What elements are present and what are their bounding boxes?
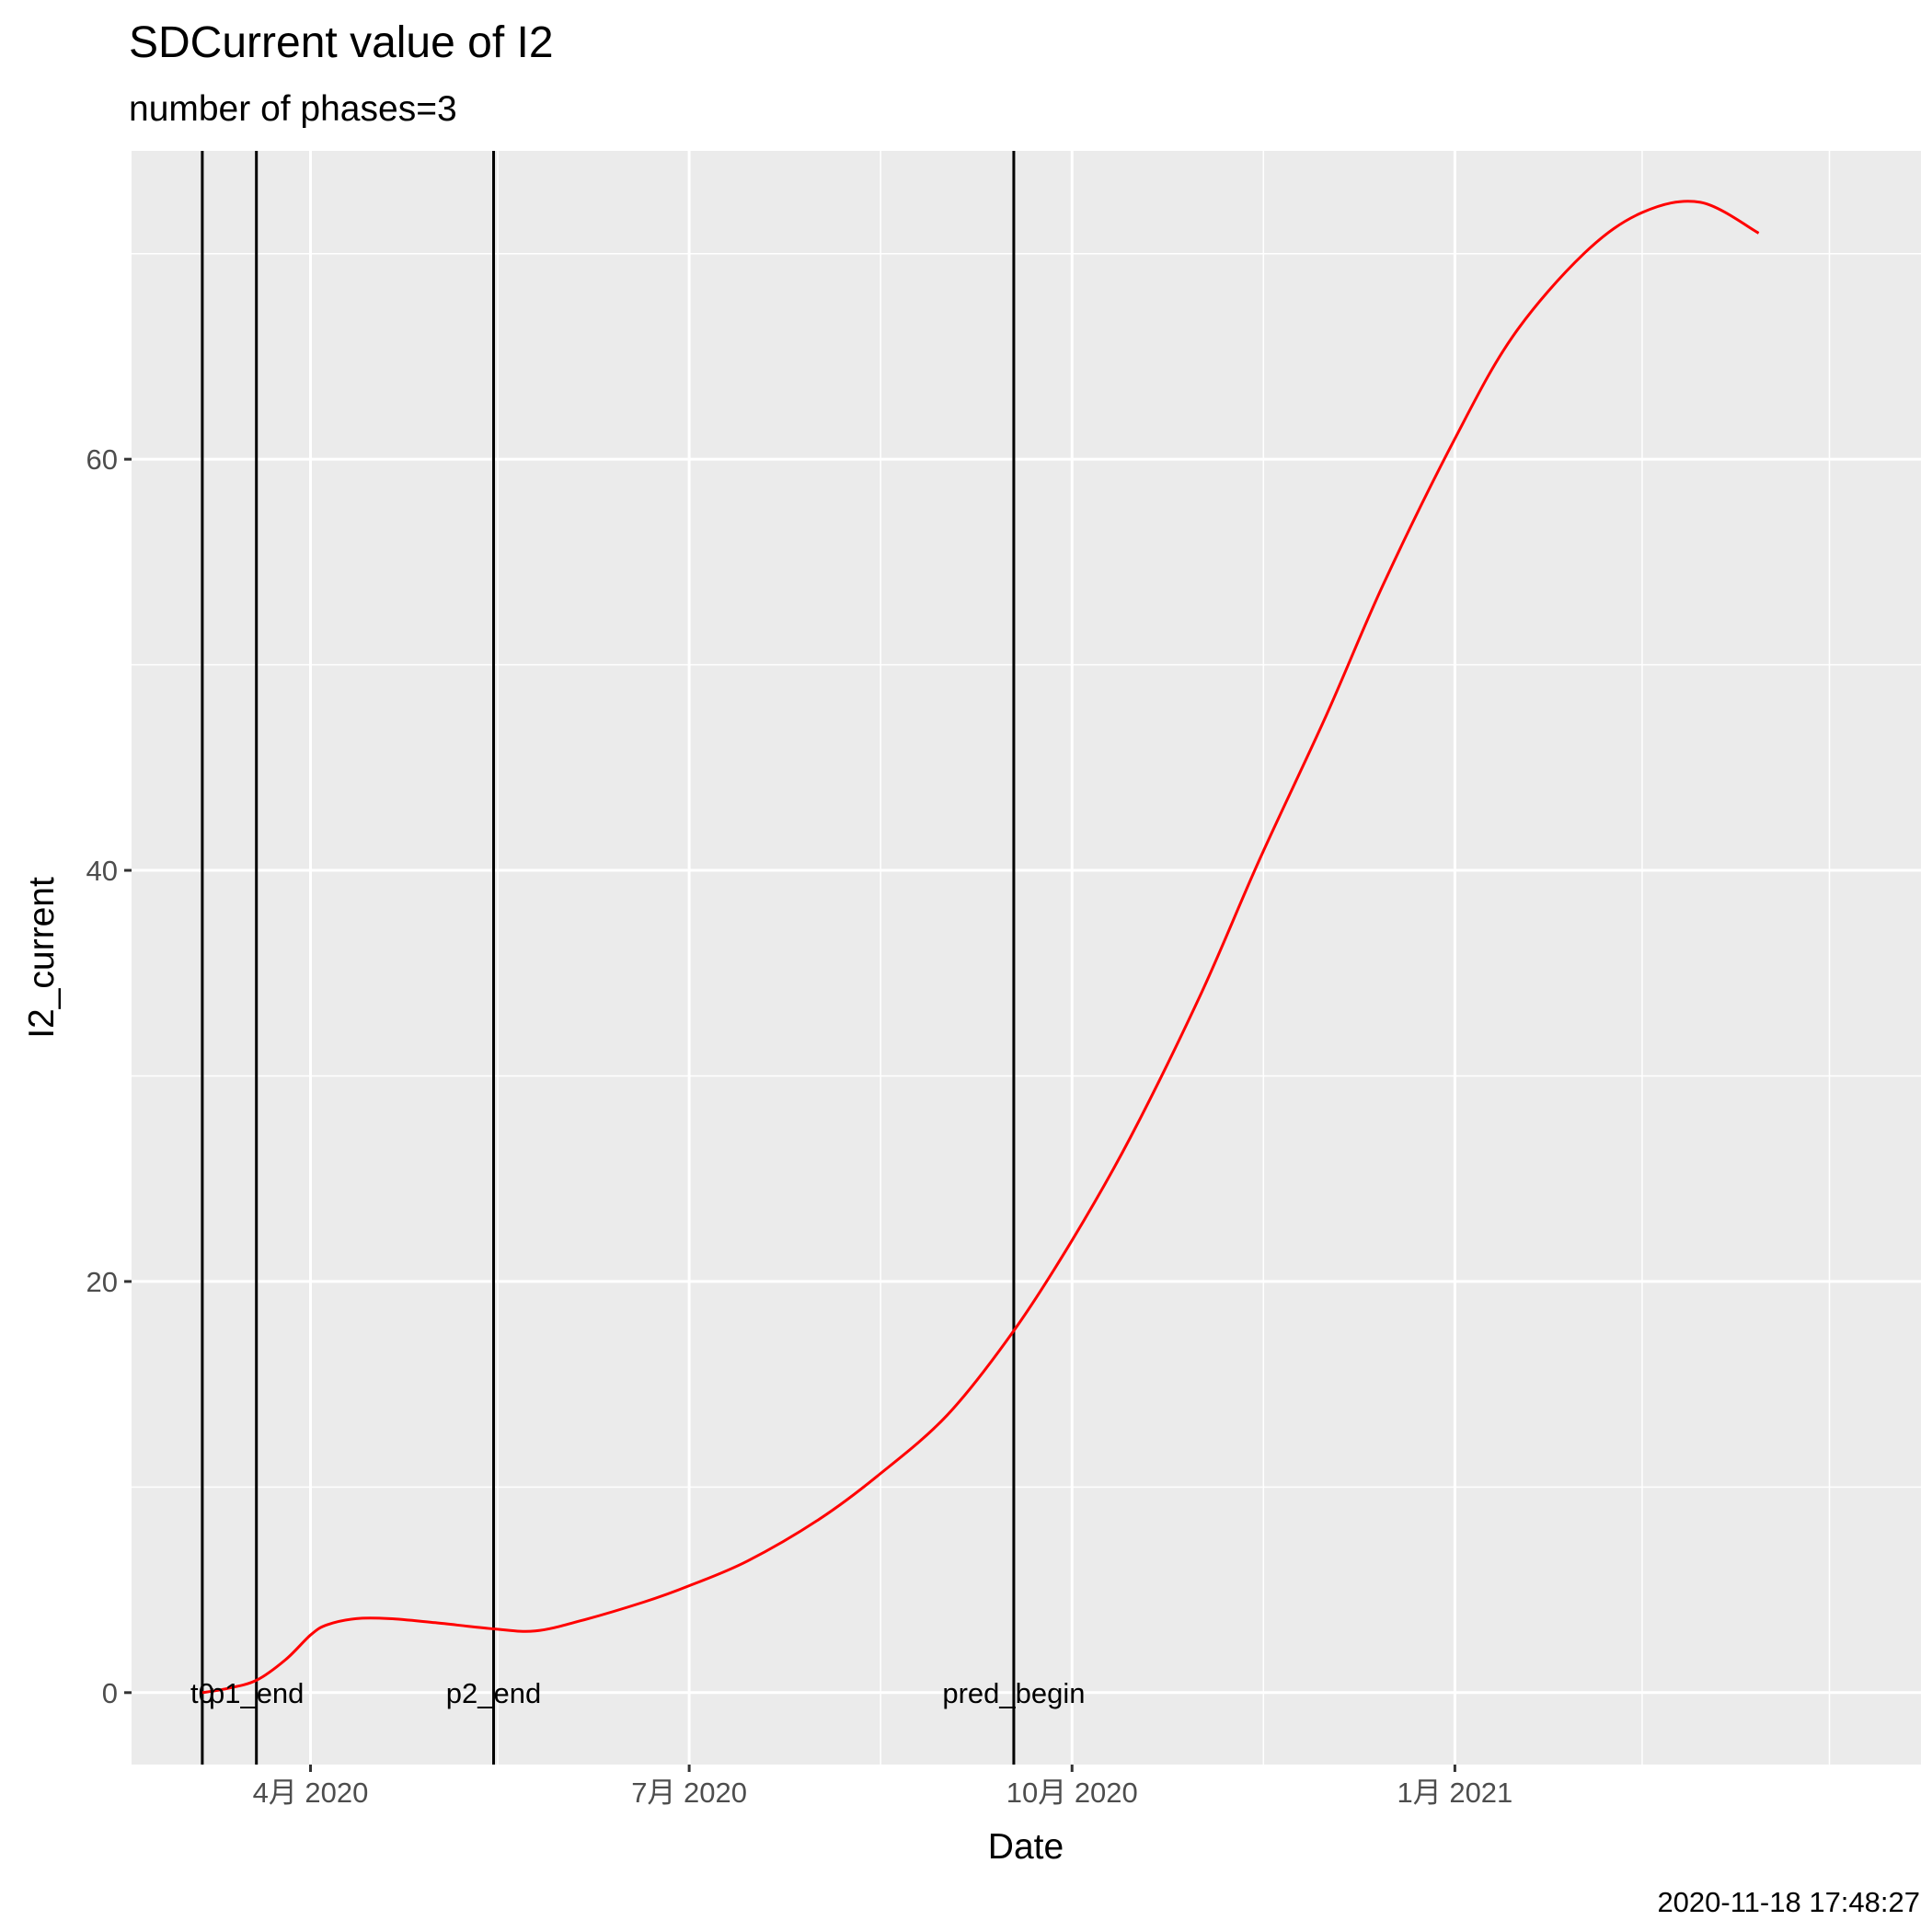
- series-line: [201, 200, 1760, 1695]
- chart-title: SDCurrent value of I2: [129, 18, 554, 67]
- x-tick-label: 4月 2020: [253, 1777, 369, 1809]
- y-tick-label: 20: [86, 1266, 118, 1298]
- grid-major: [132, 151, 1921, 1765]
- y-tick-label: 0: [102, 1677, 118, 1709]
- plot-panel: [132, 151, 1921, 1765]
- y-axis-title: I2_current: [22, 877, 62, 1039]
- vline-label-p2-end: p2_end: [446, 1677, 541, 1709]
- x-axis: 4月 2020 7月 2020 10月 2020 1月 2021: [253, 1765, 1512, 1809]
- y-axis: 0 20 40 60: [86, 443, 132, 1709]
- x-axis-title: Date: [988, 1827, 1064, 1867]
- chart-subtitle: number of phases=3: [129, 89, 457, 129]
- vline-label-pred-begin: pred_begin: [942, 1677, 1085, 1709]
- vline-label-p1-end: p1_end: [209, 1677, 304, 1709]
- y-tick-label: 40: [86, 855, 118, 887]
- caption-timestamp: 2020-11-18 17:48:27: [1657, 1886, 1920, 1918]
- vline-label-t0: t0: [190, 1677, 214, 1709]
- x-tick-label: 10月 2020: [1006, 1777, 1138, 1809]
- grid-minor: [118, 151, 1921, 1765]
- x-tick-label: 7月 2020: [631, 1777, 747, 1809]
- vertical-lines: [201, 151, 1016, 1765]
- x-tick-label: 1月 2021: [1397, 1777, 1512, 1809]
- y-tick-label: 60: [86, 443, 118, 476]
